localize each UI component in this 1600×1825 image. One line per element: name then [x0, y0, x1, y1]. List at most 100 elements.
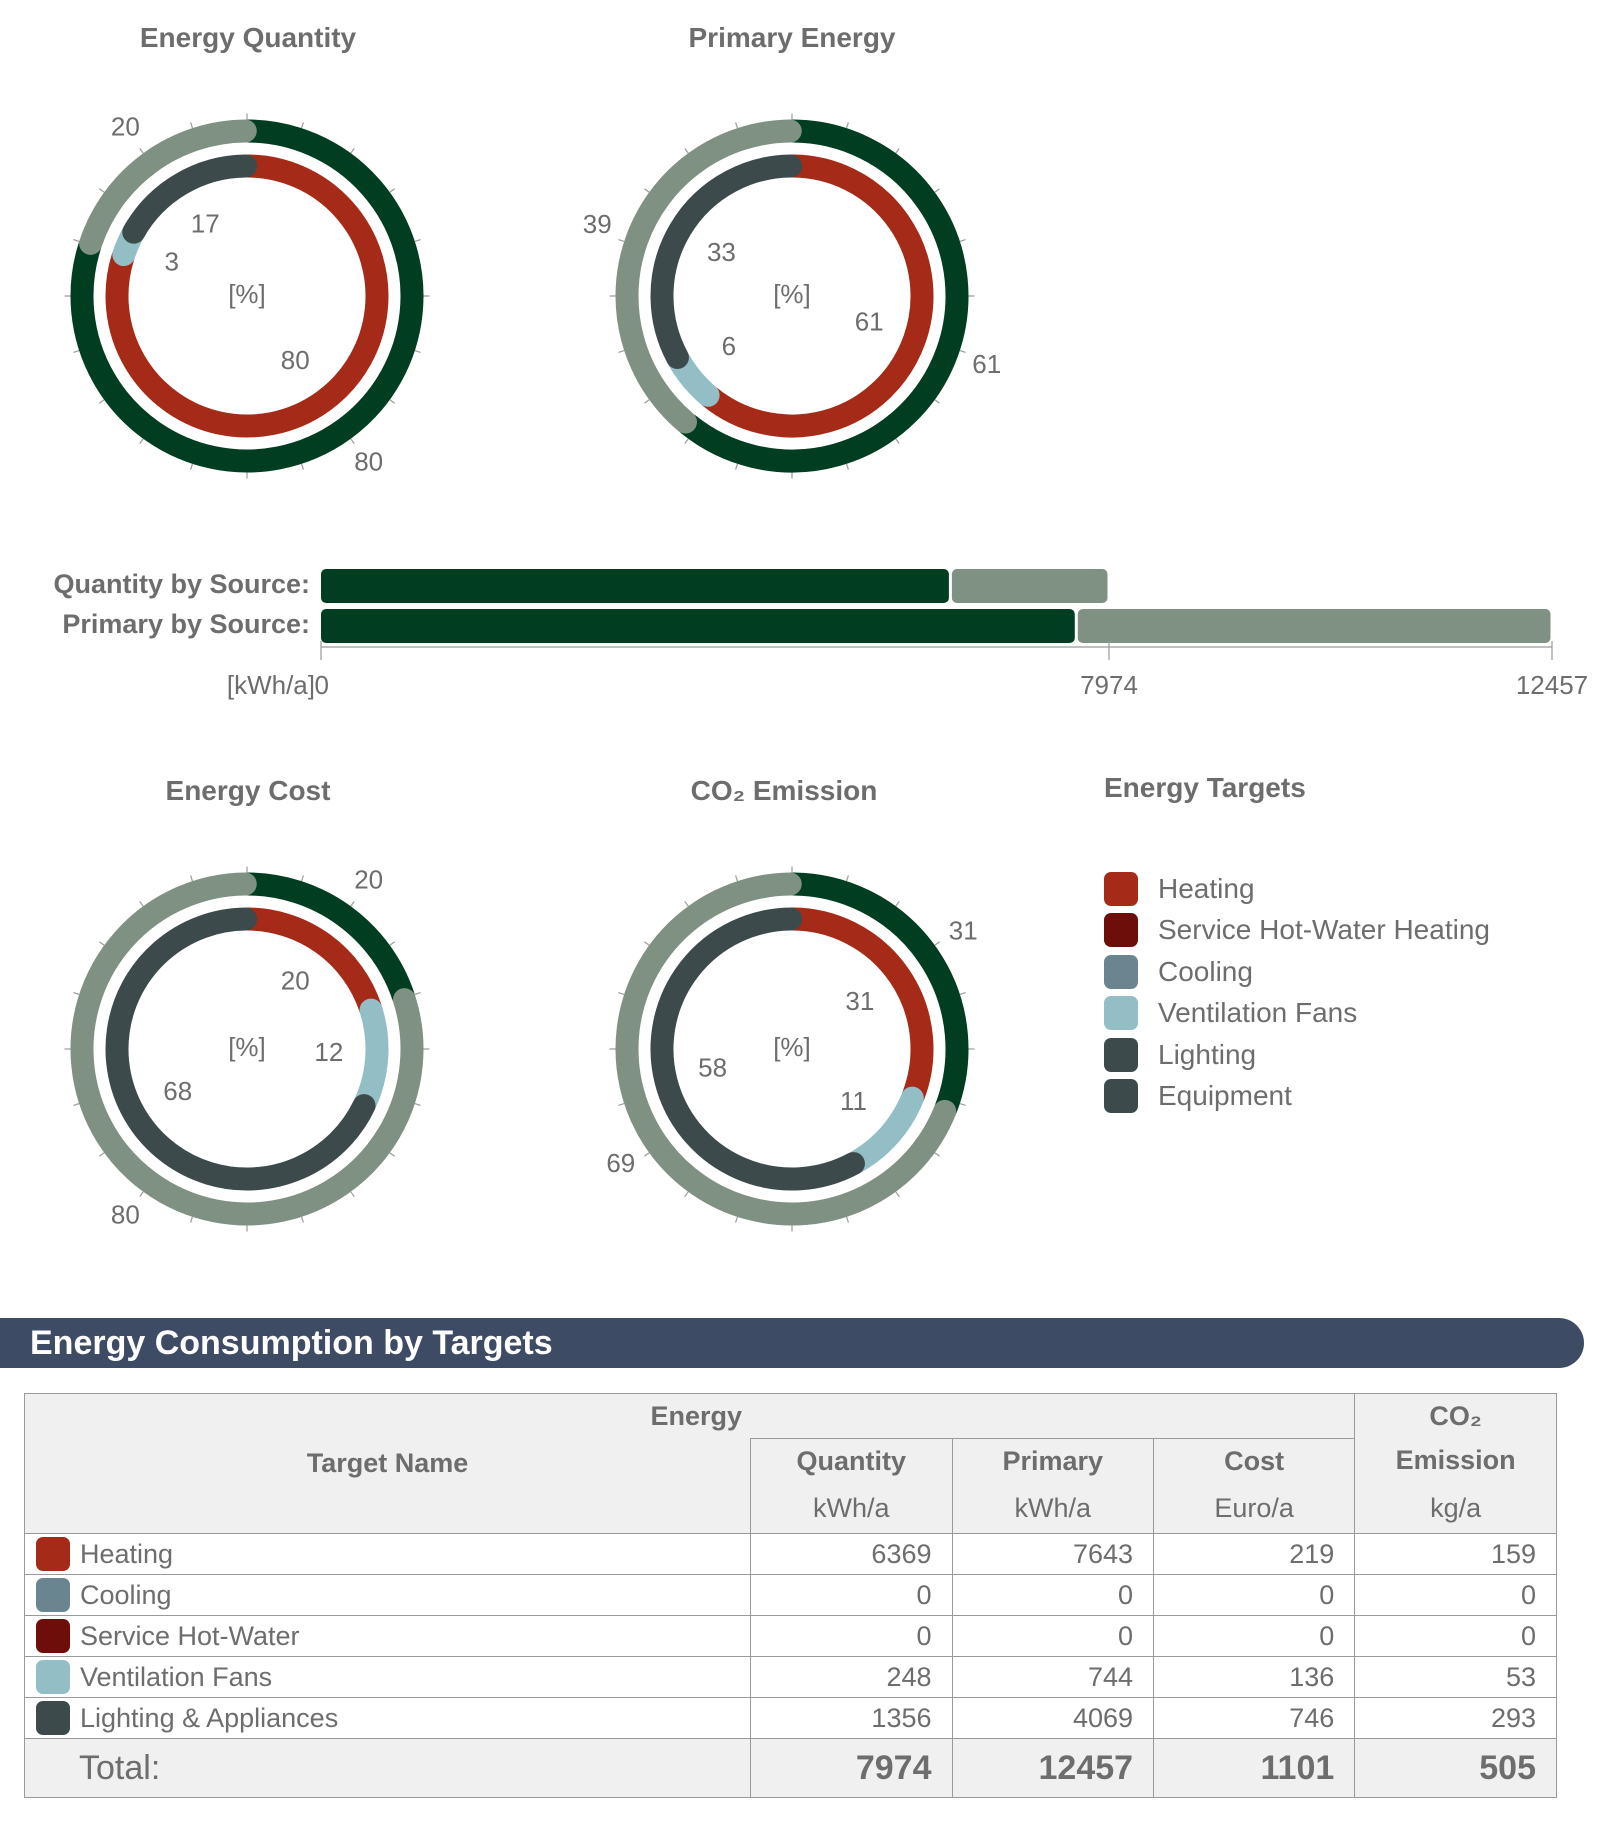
target-color-swatch [36, 1578, 70, 1612]
donut-co2-emission-tick [684, 1191, 689, 1197]
donut-energy-quantity-outer-segment-1 [79, 119, 257, 255]
donut-energy-cost-tick [350, 901, 355, 907]
donut-primary-energy-tick [735, 122, 739, 129]
legend-swatch [1104, 1079, 1138, 1114]
unit-primary: kWh/a [951, 1483, 1155, 1534]
table-row: Lighting & Appliances 1356 4069 746 293 [24, 1697, 1557, 1739]
table-row: Cooling 0 0 0 0 [24, 1574, 1557, 1616]
donut-co2-emission-tick [618, 1102, 625, 1106]
charts-canvas: [%] 80 20 80 3 17 [%] 61 39 61 6 33 [%] 20 80 20 12 68 [%]… [53, 111, 1588, 1232]
donut-primary-energy-tick [618, 239, 625, 243]
donut-co2-emission-outer-label-1: 69 [606, 1148, 635, 1178]
bar-axis-tick-label-0: 0 [315, 670, 329, 700]
table-row: Service Hot-Water 0 0 0 0 [24, 1615, 1557, 1657]
donut-title-energy-cost: Energy Cost [165, 775, 331, 806]
cell-quantity: 6369 [750, 1533, 953, 1575]
legend-label: Service Hot-Water Heating [1158, 914, 1490, 946]
donut-primary-energy-outer-label-1: 39 [583, 209, 612, 239]
header-cost: Cost [1153, 1438, 1356, 1483]
legend-label: Heating [1158, 872, 1255, 904]
cell-cost: 136 [1153, 1656, 1356, 1698]
donut-energy-cost-inner-label-2: 68 [163, 1076, 192, 1106]
donut-co2-emission-tick [644, 1152, 650, 1157]
donut-co2-emission-tick [735, 875, 739, 882]
donut-energy-cost-outer-segment-0 [237, 872, 415, 1008]
donut-primary-energy-tick [684, 148, 689, 154]
unit-quantity: kWh/a [750, 1483, 953, 1534]
donut-primary-energy-tick [895, 438, 900, 444]
donut-co2-emission-tick [845, 875, 849, 882]
target-color-swatch [36, 1537, 70, 1571]
bar-category-label-0: Quantity by Source: [53, 569, 310, 599]
legend-swatch [1104, 1037, 1138, 1072]
target-name: Ventilation Fans [80, 1661, 273, 1692]
donut-primary-energy-outer-segment-0 [676, 119, 969, 473]
donut-energy-cost-tick [300, 875, 304, 882]
donut-primary-energy-outer-segment-1 [615, 119, 802, 434]
cell-primary: 744 [951, 1656, 1155, 1698]
donut-primary-energy-tick [618, 349, 625, 353]
donut-co2-emission-inner-label-0: 31 [845, 986, 874, 1016]
legend-swatch [1104, 871, 1138, 906]
donut-energy-quantity-tick [300, 463, 304, 470]
donut-energy-quantity-tick [300, 122, 304, 129]
donut-co2-emission-tick [959, 992, 966, 996]
donut-co2-emission-tick [895, 901, 900, 907]
donut-co2-emission-tick [845, 1216, 849, 1223]
donut-co2-emission-tick [959, 1102, 966, 1106]
donut-energy-quantity-tick [414, 239, 421, 243]
donut-energy-quantity-tick [350, 148, 355, 154]
target-color-swatch [36, 1701, 70, 1735]
donut-energy-cost-tick [300, 1216, 304, 1223]
donut-co2-emission-tick [618, 992, 625, 996]
legend-label: Cooling [1158, 955, 1253, 987]
legend-item: Lighting [1104, 1034, 1490, 1076]
donut-energy-cost-outer-label-1: 80 [111, 1199, 140, 1229]
donut-co2-emission-inner-label-2: 58 [698, 1052, 727, 1082]
cell-primary: 7643 [951, 1533, 1155, 1575]
legend-item: Heating [1104, 868, 1490, 910]
legend-item: Ventilation Fans [1104, 993, 1490, 1035]
donut-energy-cost-tick [190, 875, 194, 882]
header-co2-line2: Emission [1354, 1438, 1557, 1483]
donut-energy-cost-inner-segment-1 [353, 998, 389, 1115]
target-name-cell: Cooling [24, 1574, 751, 1616]
donut-energy-quantity-tick [389, 188, 395, 193]
bar-0-segment-0 [321, 569, 949, 603]
cell-quantity: 1356 [750, 1697, 953, 1739]
section-title: Energy Consumption by Targets [30, 1324, 553, 1362]
target-name: Service Hot-Water [80, 1620, 300, 1651]
target-name: Heating [80, 1538, 174, 1569]
donut-energy-cost-tick [414, 992, 421, 996]
total-cost: 1101 [1153, 1738, 1356, 1798]
cell-co2: 293 [1354, 1697, 1557, 1739]
donut-energy-cost-tick [139, 1191, 144, 1197]
donut-co2-emission-outer-label-0: 31 [949, 916, 978, 946]
donut-co2-emission-outer-segment-0 [782, 872, 969, 1120]
donut-co2-emission-center-label: [%] [773, 1032, 811, 1062]
donut-co2-emission-outer-segment-1 [615, 872, 957, 1226]
legend-label: Equipment [1158, 1080, 1292, 1112]
cell-quantity: 0 [750, 1574, 953, 1616]
bar-axis-tick-label-1: 7974 [1080, 670, 1138, 700]
donut-energy-quantity-tick [73, 239, 80, 243]
total-label: Total: [24, 1738, 751, 1798]
donut-primary-energy-tick [735, 463, 739, 470]
cell-cost: 746 [1153, 1697, 1356, 1739]
donut-primary-energy-tick [644, 399, 650, 404]
total-row: Total: 7974 12457 1101 505 [24, 1738, 1557, 1798]
cell-cost: 0 [1153, 1574, 1356, 1616]
donut-title-energy-quantity: Energy Quantity [139, 22, 357, 53]
donut-primary-energy-tick [959, 239, 966, 243]
unit-co2: kg/a [1354, 1483, 1557, 1534]
legend-item: Equipment [1104, 1076, 1490, 1118]
donut-primary-energy-tick [845, 463, 849, 470]
bar-category-label-1: Primary by Source: [62, 609, 310, 639]
table-row: Ventilation Fans 248 744 136 53 [24, 1656, 1557, 1698]
donut-energy-quantity-inner-segment-2 [122, 154, 258, 244]
cell-co2: 53 [1354, 1656, 1557, 1698]
donut-energy-quantity-tick [414, 349, 421, 353]
target-name: Cooling [80, 1579, 172, 1610]
total-co2: 505 [1354, 1738, 1557, 1798]
bar-1-segment-1 [1077, 609, 1551, 643]
